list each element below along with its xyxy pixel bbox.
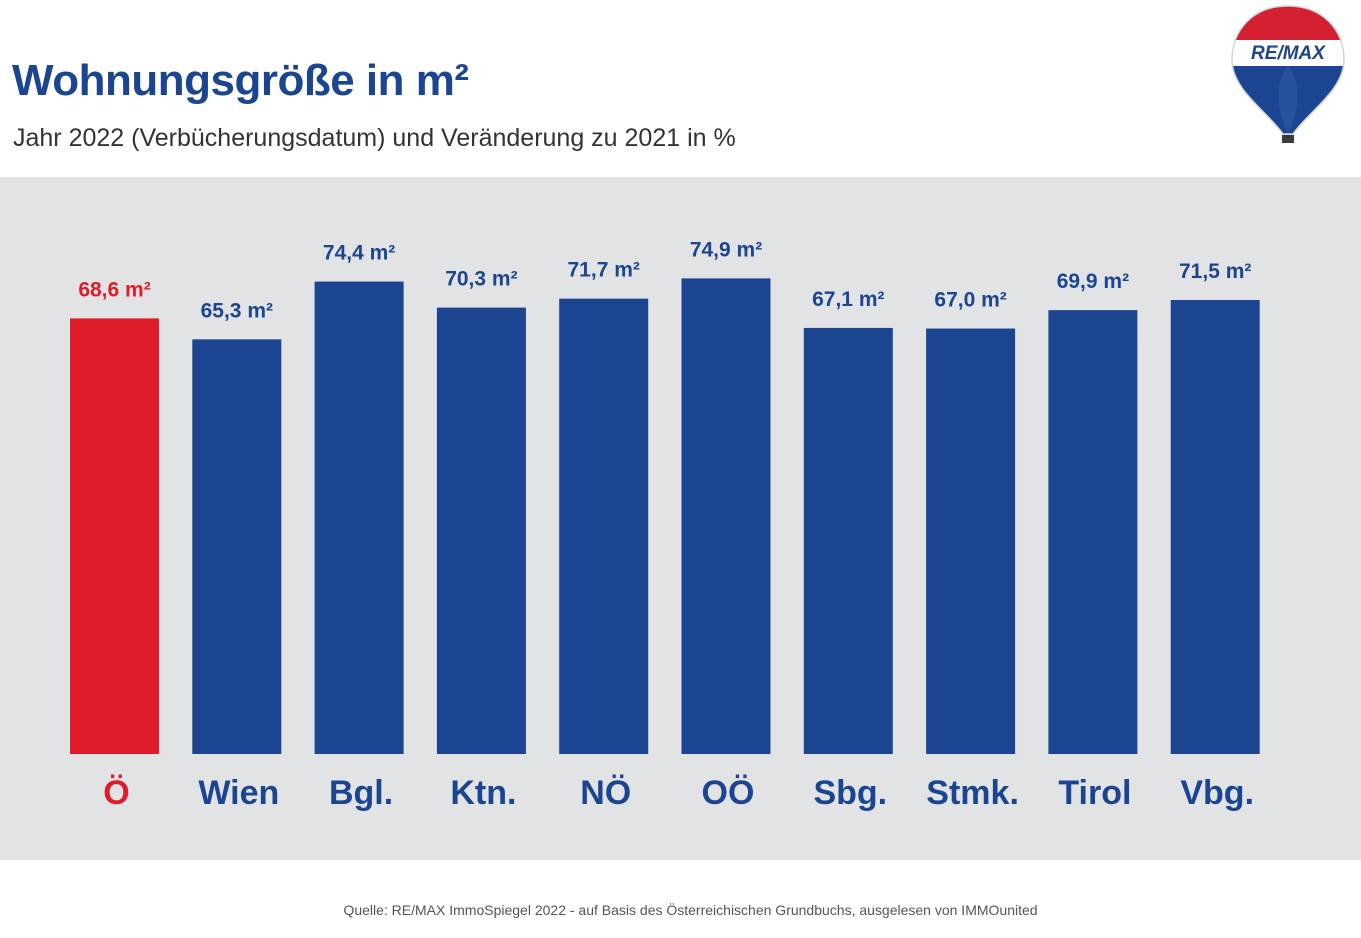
bar-value-label: 68,6 m² (78, 278, 150, 301)
bar-value-label: 67,1 m² (812, 288, 884, 311)
chart-panel: 68,6 m² Ö 65,3 m² Wien 74,4 m² Bgl. 70,3 m² Ktn… (0, 177, 1361, 860)
balloon-logo-icon: RE/MAX (1231, 5, 1345, 143)
category-label: Sbg. (813, 774, 887, 812)
bar-chart: 68,6 m² Ö 65,3 m² Wien 74,4 m² Bgl. 70,3 m² Ktn… (70, 238, 1260, 812)
page-subtitle: Jahr 2022 (Verbücherungsdatum) und Verän… (13, 124, 736, 152)
source-note: Quelle: RE/MAX ImmoSpiegel 2022 - auf Ba… (343, 902, 1038, 918)
bar-value-label: 69,9 m² (1057, 270, 1129, 293)
bar (192, 339, 282, 754)
category-label: Stmk. (926, 774, 1019, 812)
category-label: Ktn. (450, 774, 516, 812)
category-label: NÖ (580, 774, 631, 812)
bar (314, 281, 404, 754)
bar (436, 307, 526, 754)
bar (559, 298, 649, 754)
bar-value-label: 74,4 m² (323, 242, 395, 265)
category-label: Tirol (1058, 774, 1131, 812)
page-title: Wohnungsgröße in m² (12, 56, 469, 105)
bar-value-label: 67,0 m² (934, 289, 1006, 312)
bar (803, 327, 893, 754)
logo-text: RE/MAX (1251, 43, 1326, 64)
category-label: OÖ (702, 774, 755, 812)
bar (1170, 299, 1260, 754)
bar-value-label: 71,7 m² (568, 259, 640, 282)
bar (1048, 310, 1138, 754)
bar (70, 318, 159, 754)
bar-value-label: 71,5 m² (1179, 260, 1251, 283)
category-label: Ö (103, 774, 129, 812)
remax-logo: RE/MAX (1228, 4, 1348, 146)
bar-value-label: 65,3 m² (201, 299, 273, 322)
category-label: Bgl. (329, 774, 393, 812)
bar-value-label: 74,9 m² (690, 238, 762, 261)
bar-value-label: 70,3 m² (445, 268, 517, 291)
bar (681, 278, 771, 754)
category-label: Vbg. (1180, 774, 1254, 812)
bar (926, 328, 1016, 754)
category-label: Wien (198, 774, 279, 812)
